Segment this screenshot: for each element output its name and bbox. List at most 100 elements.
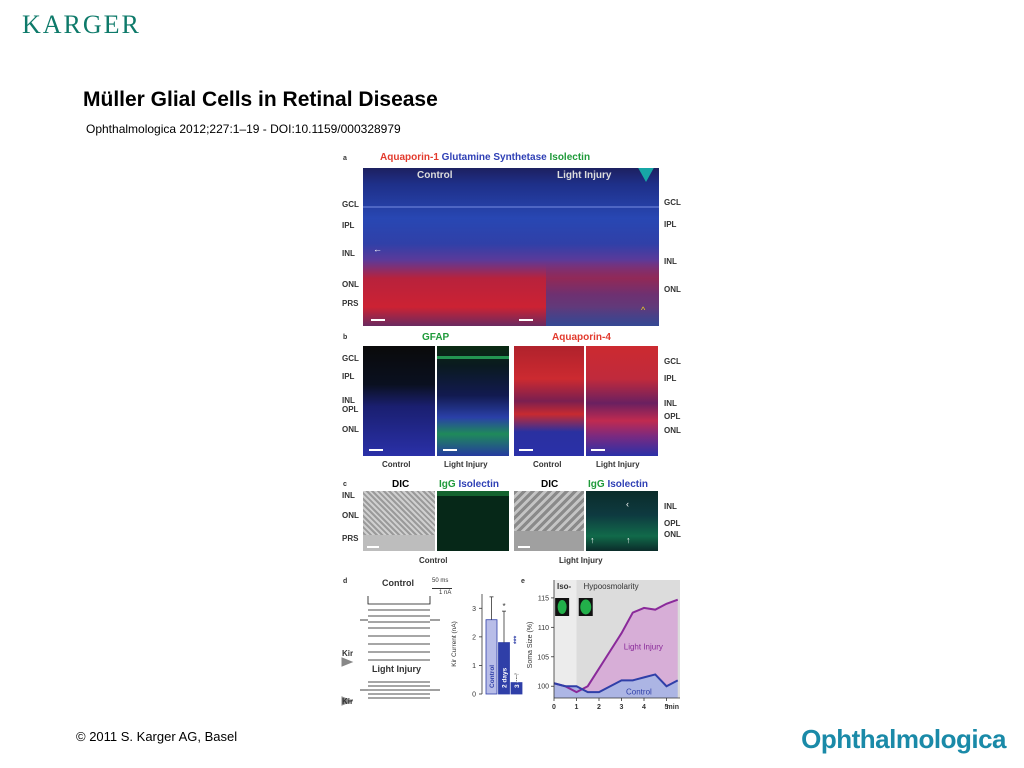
stain-aquaporin4: Aquaporin-4 (552, 332, 611, 343)
series-label-light-injury: Light Injury (624, 643, 663, 652)
head-igg-isolectin: IgG Isolectin (439, 479, 499, 490)
bar-label: Control (489, 665, 496, 688)
gfap-injury-image (437, 346, 509, 456)
significance-star: * (502, 602, 505, 611)
series-line-control (553, 673, 679, 694)
bar-label: 2 days (502, 667, 509, 688)
y-axis-label: Kir Current (nA) (451, 621, 458, 667)
layer-label: ONL (342, 425, 359, 434)
stain-isolectin: Isolectin (549, 152, 591, 163)
kir-label: Kir (342, 697, 353, 706)
injury-trace-lines (360, 681, 440, 699)
bar (485, 619, 498, 695)
layer-label: IPL (342, 221, 355, 230)
layer-label: GCL (342, 354, 359, 363)
aqp4-control-image (514, 346, 584, 456)
patch-clamp-traces: Control Kir Light Injury Kir (341, 578, 440, 706)
head-dic: DIC (541, 479, 559, 490)
y-tick-label: 110 (538, 625, 549, 632)
scale-na-label: 1 nA (439, 590, 452, 596)
layer-label: ONL (342, 280, 359, 289)
cell-shape-icon (557, 600, 567, 614)
layer-label: INL (342, 396, 355, 405)
karger-logo: KARGER (22, 10, 141, 39)
scale-bar-icon (371, 319, 385, 321)
y-tick-label: 1 (472, 663, 476, 670)
arrowhead-icon: ‹ (626, 499, 629, 509)
caption: Control (533, 460, 562, 469)
panel-e-letter: e (521, 578, 525, 585)
layer-label: IPL (664, 374, 677, 383)
x-tick-label: 0 (552, 704, 556, 711)
y-axis-label: Soma Size (%) (527, 622, 534, 669)
y-tick-label: 115 (538, 595, 549, 602)
caption: Light Injury (444, 460, 488, 469)
layer-label: OPL (664, 412, 681, 421)
kir-arrow-icon (341, 657, 354, 667)
aqp4-injury-image (586, 346, 658, 456)
kir-label: Kir (342, 649, 353, 658)
scale-bar-icon (432, 588, 452, 589)
trace-injury-label: Light Injury (372, 664, 421, 674)
panel-b-letter: b (343, 334, 348, 341)
panel-a-control-label: Control (417, 170, 453, 181)
series-area-control (554, 674, 678, 698)
cell-shape-icon (580, 599, 592, 615)
bar-label: 3 days (514, 667, 521, 688)
x-tick-label: 1 (575, 704, 579, 711)
igg-control-image (437, 491, 509, 551)
layer-label: GCL (664, 198, 681, 207)
panel-d-letter: d (343, 578, 348, 585)
layer-label: ONL (664, 530, 681, 539)
layer-label: PRS (342, 299, 359, 308)
copyright: © 2011 S. Karger AG, Basel (76, 729, 238, 744)
arrowhead-icon: ^ (641, 305, 646, 315)
layer-label: GCL (664, 357, 681, 366)
layer-label: IPL (342, 372, 355, 381)
slide-title: Müller Glial Cells in Retinal Disease (83, 88, 438, 111)
arrow-up-icon: ↑ (626, 535, 631, 545)
layer-label: PRS (342, 534, 359, 543)
hypo-label: Hypoosmolarity (584, 582, 639, 591)
stain-aquaporin1: Aquaporin-1 (380, 152, 439, 163)
kir-bar-chart: 0 1 2 3 Kir Current (nA) Control 2 days 3 days *… (451, 594, 523, 699)
layer-label: ONL (664, 285, 681, 294)
layer-label: OPL (342, 405, 359, 414)
stain-isolectin: Isolectin (458, 479, 500, 490)
layer-label: GCL (342, 200, 359, 209)
iso-region (554, 580, 577, 698)
x-tick-label: 2 (597, 704, 601, 711)
head-dic: DIC (392, 479, 410, 490)
layer-label: ONL (342, 511, 359, 520)
significance-stars: *** (514, 636, 521, 644)
kir-arrow-icon (341, 696, 354, 706)
arrow-shaft-icon (641, 168, 651, 172)
panel-a-stains: Aquaporin-1 Glutamine Synthetase Isolect… (380, 152, 590, 163)
panel-c-letter: c (343, 481, 347, 488)
panel-a-letter: a (343, 155, 347, 162)
layer-label: INL (664, 257, 677, 266)
layer-label: INL (342, 491, 355, 500)
citation: Ophthalmologica 2012;227:1–19 - DOI:10.1… (86, 122, 401, 136)
dic-control-image (363, 491, 435, 551)
x-tick-label: 4 (642, 704, 646, 711)
layer-label: INL (342, 249, 355, 258)
control-trace-lines (360, 596, 440, 661)
stain-gfap: GFAP (422, 332, 450, 343)
arrow-left-icon: ← (373, 244, 382, 254)
stain-igg: IgG (588, 479, 605, 490)
series-area-light-injury (554, 599, 678, 693)
layer-label: ONL (664, 426, 681, 435)
caption: Control (419, 556, 448, 565)
scale-bar-icon (519, 319, 533, 321)
layer-label: INL (664, 502, 677, 511)
panel-a-injury-label: Light Injury (557, 170, 612, 181)
igg-injury-image: ‹ ↑ ↑ (586, 491, 658, 551)
series-label-control: Control (626, 687, 652, 696)
layer-label: IPL (664, 220, 677, 229)
y-tick-label: 105 (537, 654, 549, 661)
stain-isolectin: Isolectin (607, 479, 649, 490)
x-tick-label: 3 (620, 704, 624, 711)
head-igg-isolectin: IgG Isolectin (588, 479, 648, 490)
